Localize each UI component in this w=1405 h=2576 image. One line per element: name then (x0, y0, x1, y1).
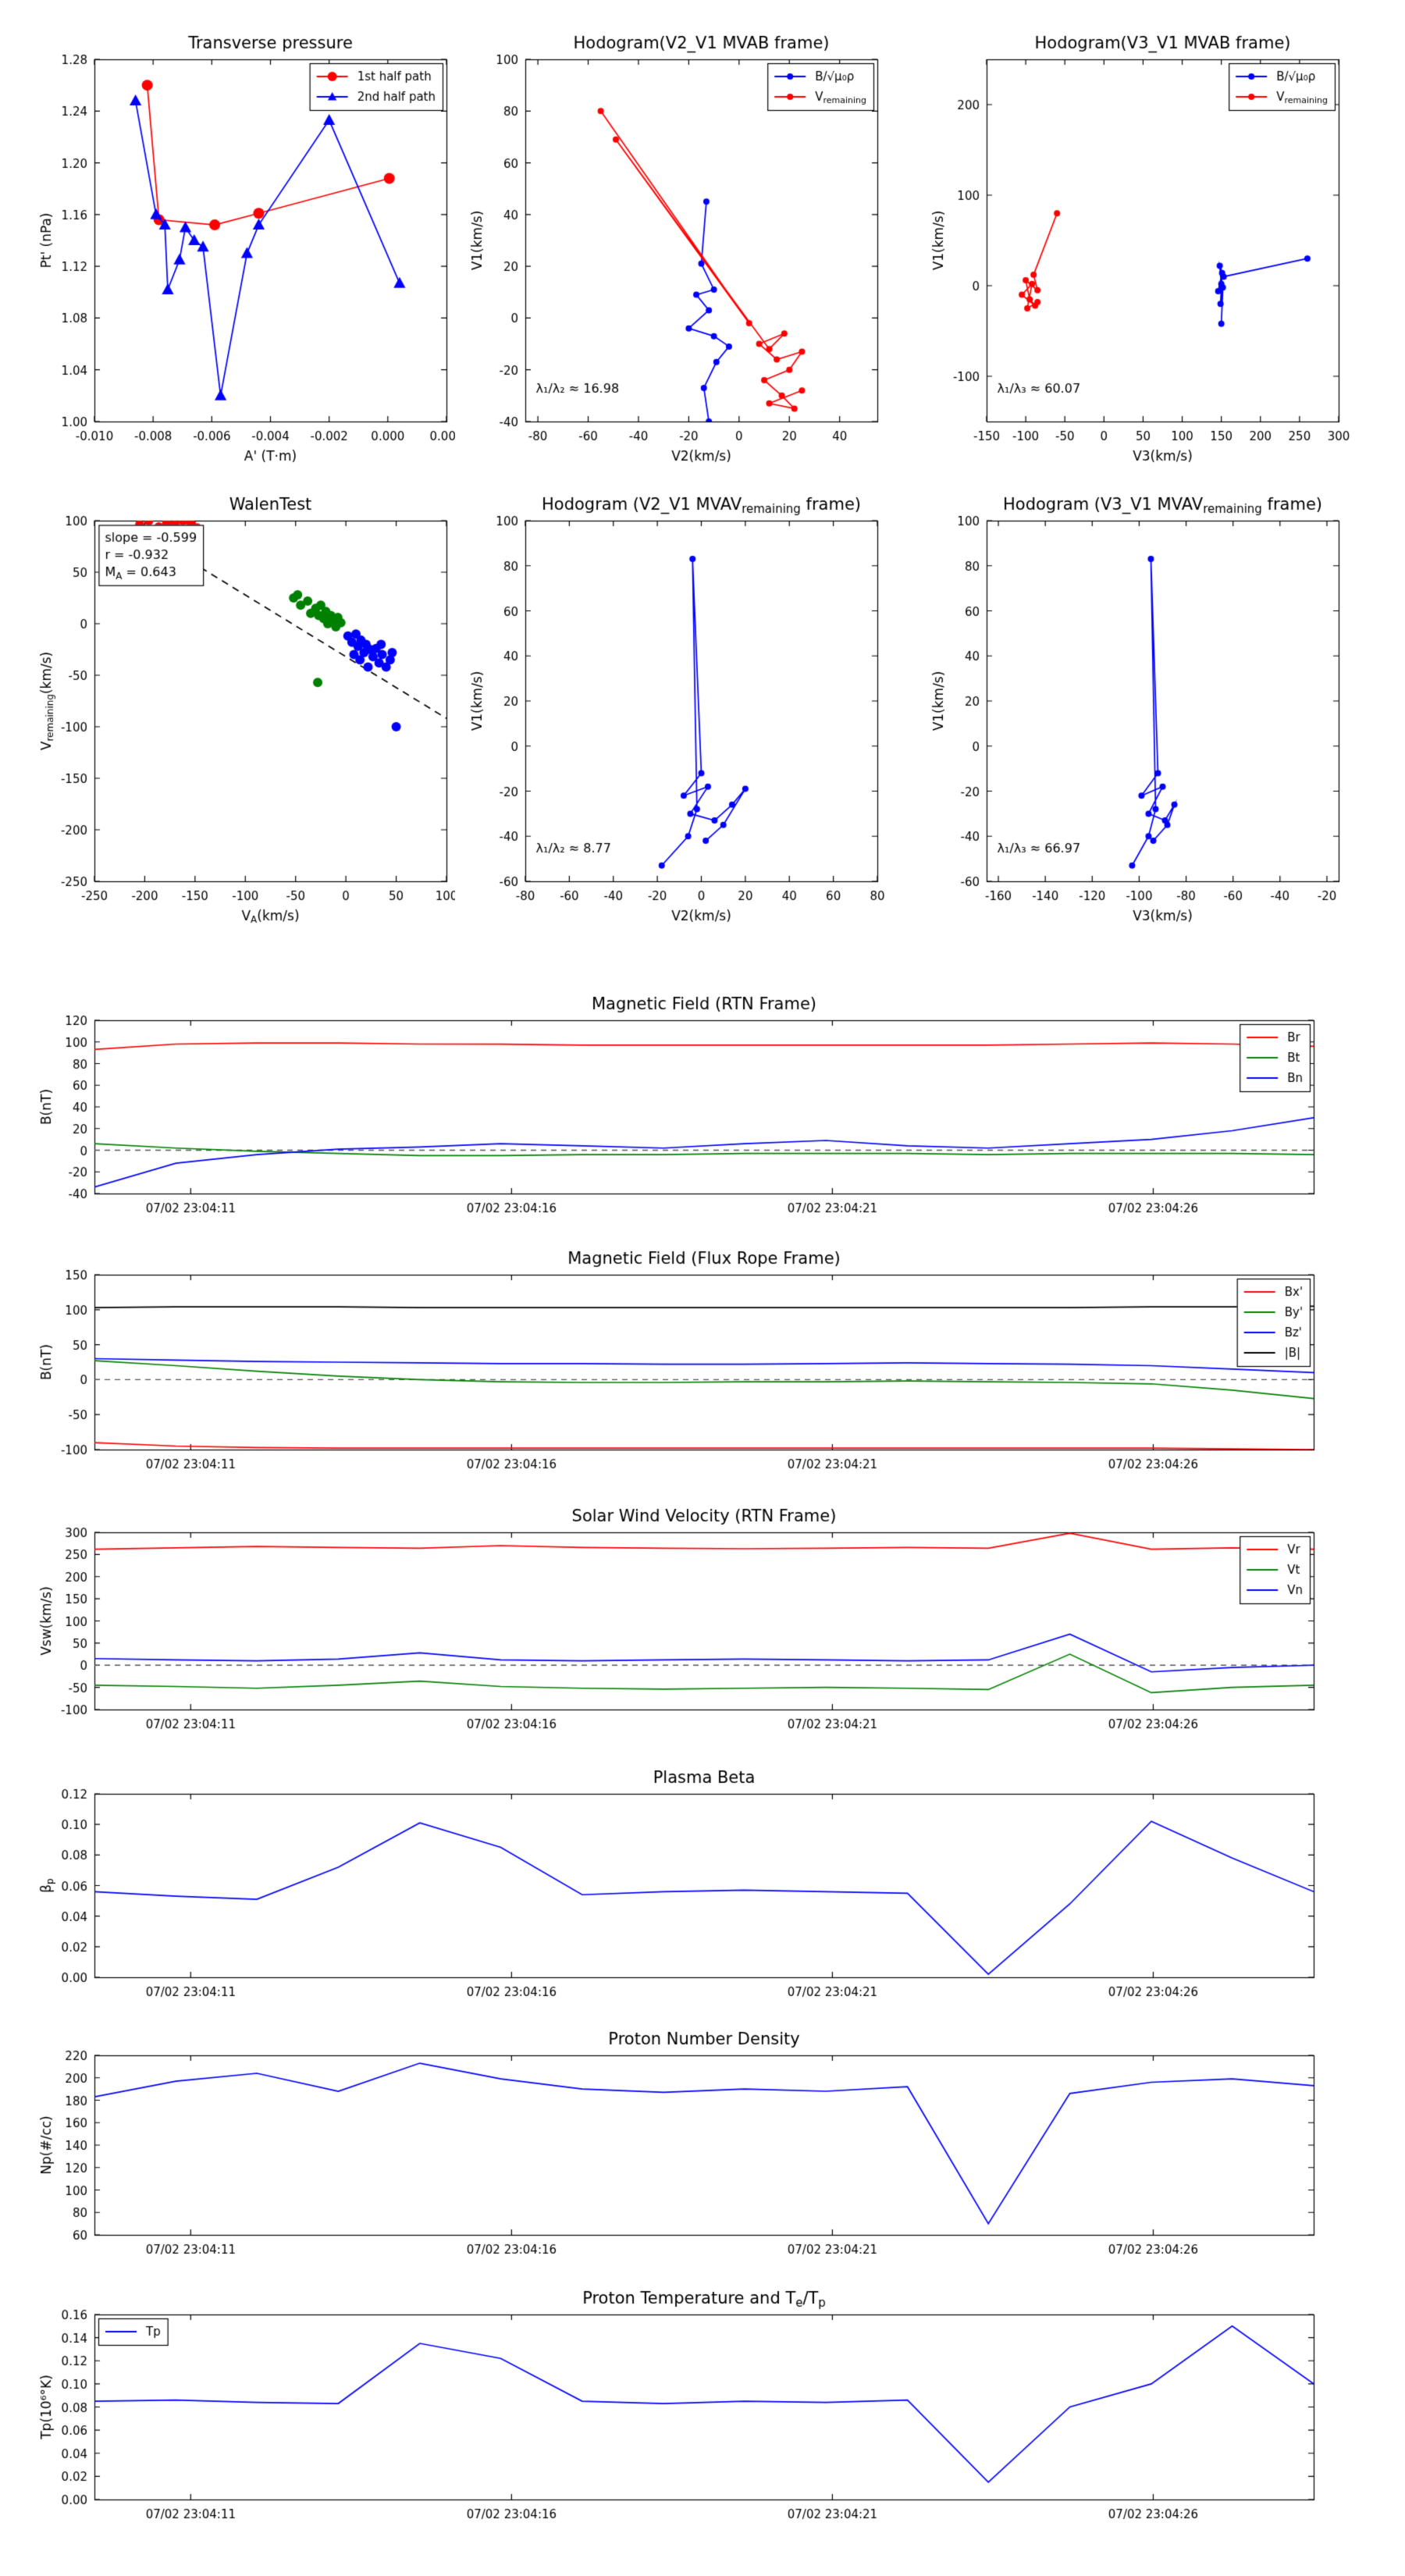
chart-canvas (24, 20, 466, 467)
chart-hodogram-v3v1-mvab (916, 20, 1358, 467)
chart-canvas (455, 20, 897, 467)
chart-canvas (24, 482, 466, 927)
chart-plasma-beta (24, 1755, 1333, 2023)
chart-solar-wind-velocity-rtn (24, 1493, 1333, 1755)
chart-hodogram-v2v1-mvav-remaining (455, 482, 897, 927)
chart-canvas (24, 2275, 1333, 2545)
chart-canvas (24, 981, 1333, 1239)
chart-canvas (916, 482, 1358, 927)
chart-hodogram-v2v1-mvab (455, 20, 897, 467)
chart-proton-number-density (24, 2016, 1333, 2280)
chart-canvas (24, 1493, 1333, 1755)
chart-canvas (455, 482, 897, 927)
chart-proton-temperature (24, 2275, 1333, 2545)
chart-walen-test (24, 482, 466, 927)
chart-canvas (24, 1236, 1333, 1495)
chart-transverse-pressure (24, 20, 466, 467)
chart-magnetic-field-flux-rope (24, 1236, 1333, 1495)
chart-canvas (24, 1755, 1333, 2023)
chart-magnetic-field-rtn (24, 981, 1333, 1239)
chart-hodogram-v3v1-mvav-remaining (916, 482, 1358, 927)
chart-canvas (24, 2016, 1333, 2280)
chart-canvas (916, 20, 1358, 467)
